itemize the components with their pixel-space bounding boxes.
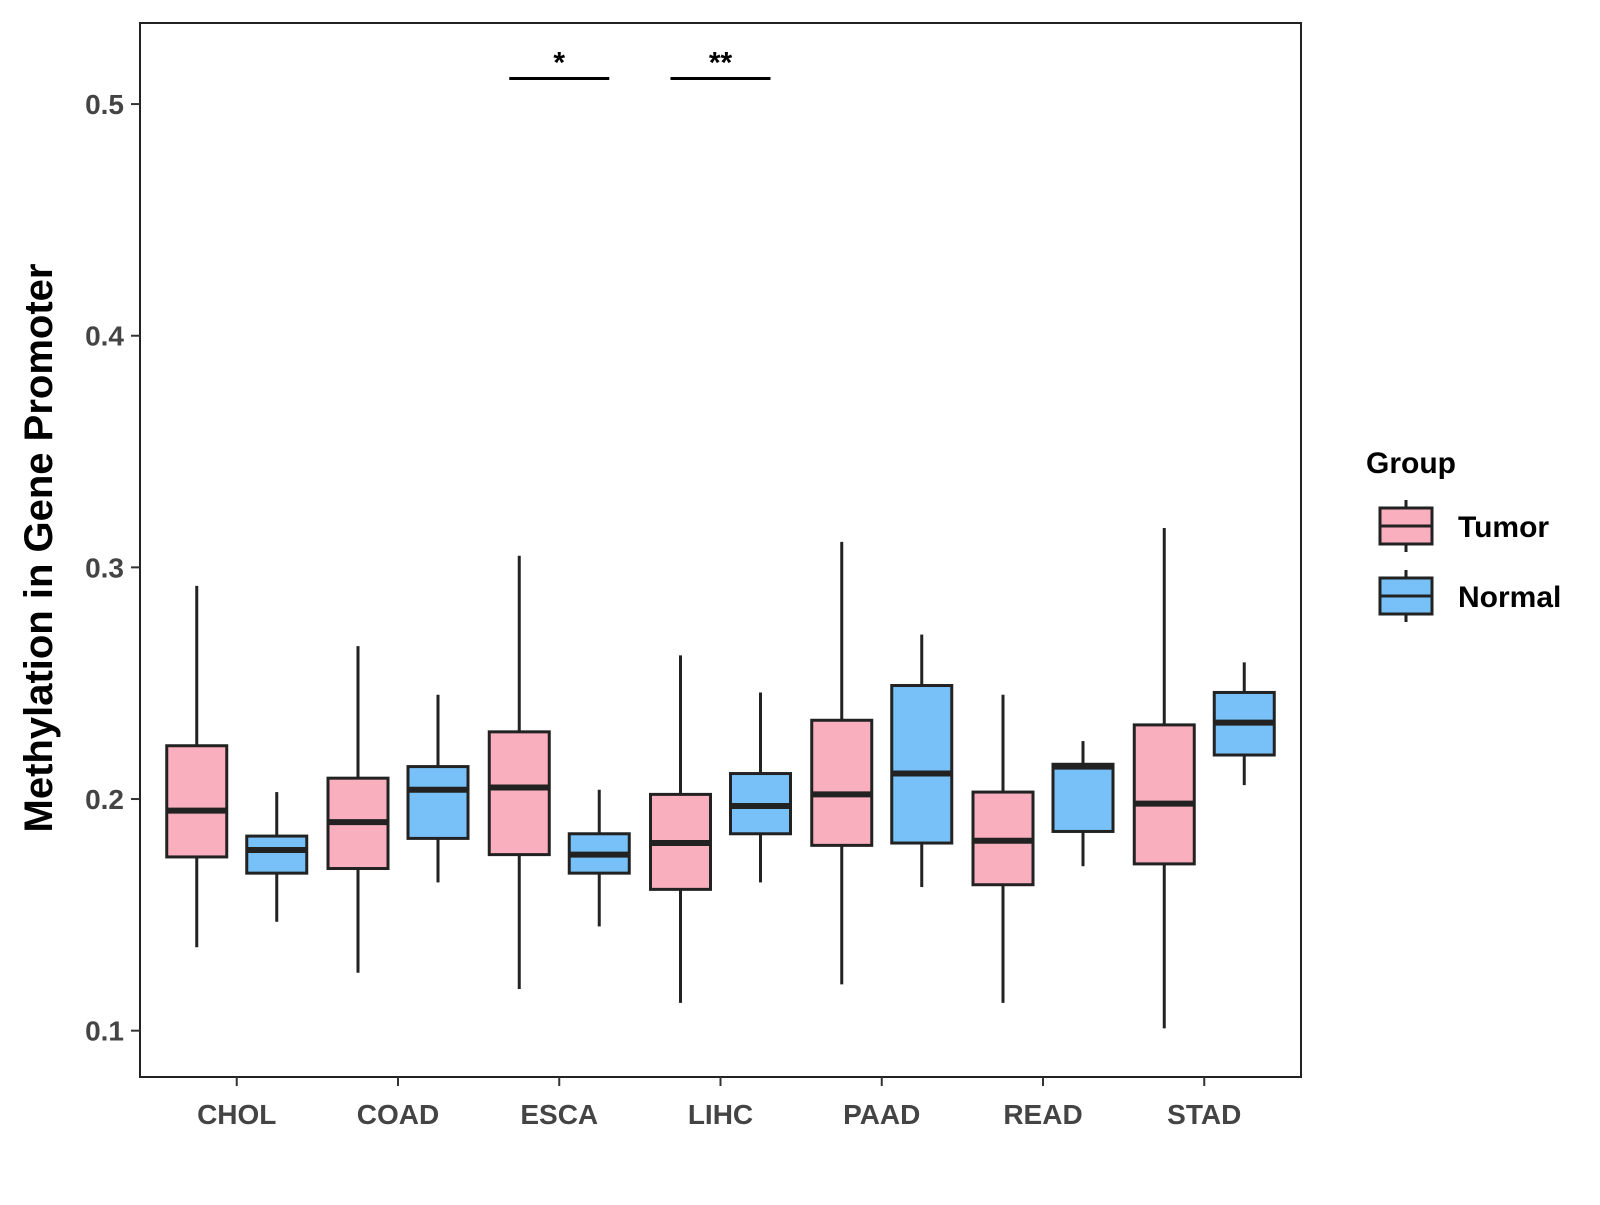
y-tick-label: 0.5	[85, 89, 124, 120]
panel-border	[139, 22, 1302, 1078]
y-tick-label: 0.1	[85, 1016, 124, 1047]
x-tick-label: LIHC	[688, 1099, 753, 1130]
box-normal-read	[1051, 762, 1115, 833]
y-tick-label: 0.2	[85, 784, 124, 815]
box-normal-coad	[406, 765, 470, 840]
legend-label-normal: Normal	[1458, 581, 1561, 614]
y-axis-title: Methylation in Gene Promoter	[17, 264, 61, 833]
box-normal-chol	[245, 834, 309, 875]
x-tick-label: READ	[1003, 1099, 1082, 1130]
box-tumor-esca	[487, 730, 551, 857]
legend: Group Tumor Normal	[1366, 447, 1561, 622]
axes: 0.1 0.2 0.3 0.4 0.5 CHOL COAD ESCA LIHC PAAD READ S…	[85, 22, 1302, 1130]
x-tick-label: ESCA	[520, 1099, 598, 1130]
legend-label-tumor: Tumor	[1458, 511, 1549, 544]
y-tick-label: 0.4	[85, 321, 124, 352]
x-tick-label: COAD	[357, 1099, 439, 1130]
legend-title: Group	[1366, 447, 1456, 480]
x-tick-label: CHOL	[197, 1099, 276, 1130]
y-tick-label: 0.3	[85, 552, 124, 583]
box-tumor-paad	[810, 718, 874, 847]
plot-area: * **	[165, 46, 1276, 1029]
x-tick-label: PAAD	[843, 1099, 920, 1130]
box-normal-paad	[890, 684, 954, 845]
box-tumor-stad	[1132, 723, 1196, 866]
x-tick-label: STAD	[1167, 1099, 1241, 1130]
box-tumor-chol	[165, 744, 229, 859]
significance-label-esca: *	[553, 46, 565, 79]
significance-label-lihc: **	[709, 46, 733, 79]
